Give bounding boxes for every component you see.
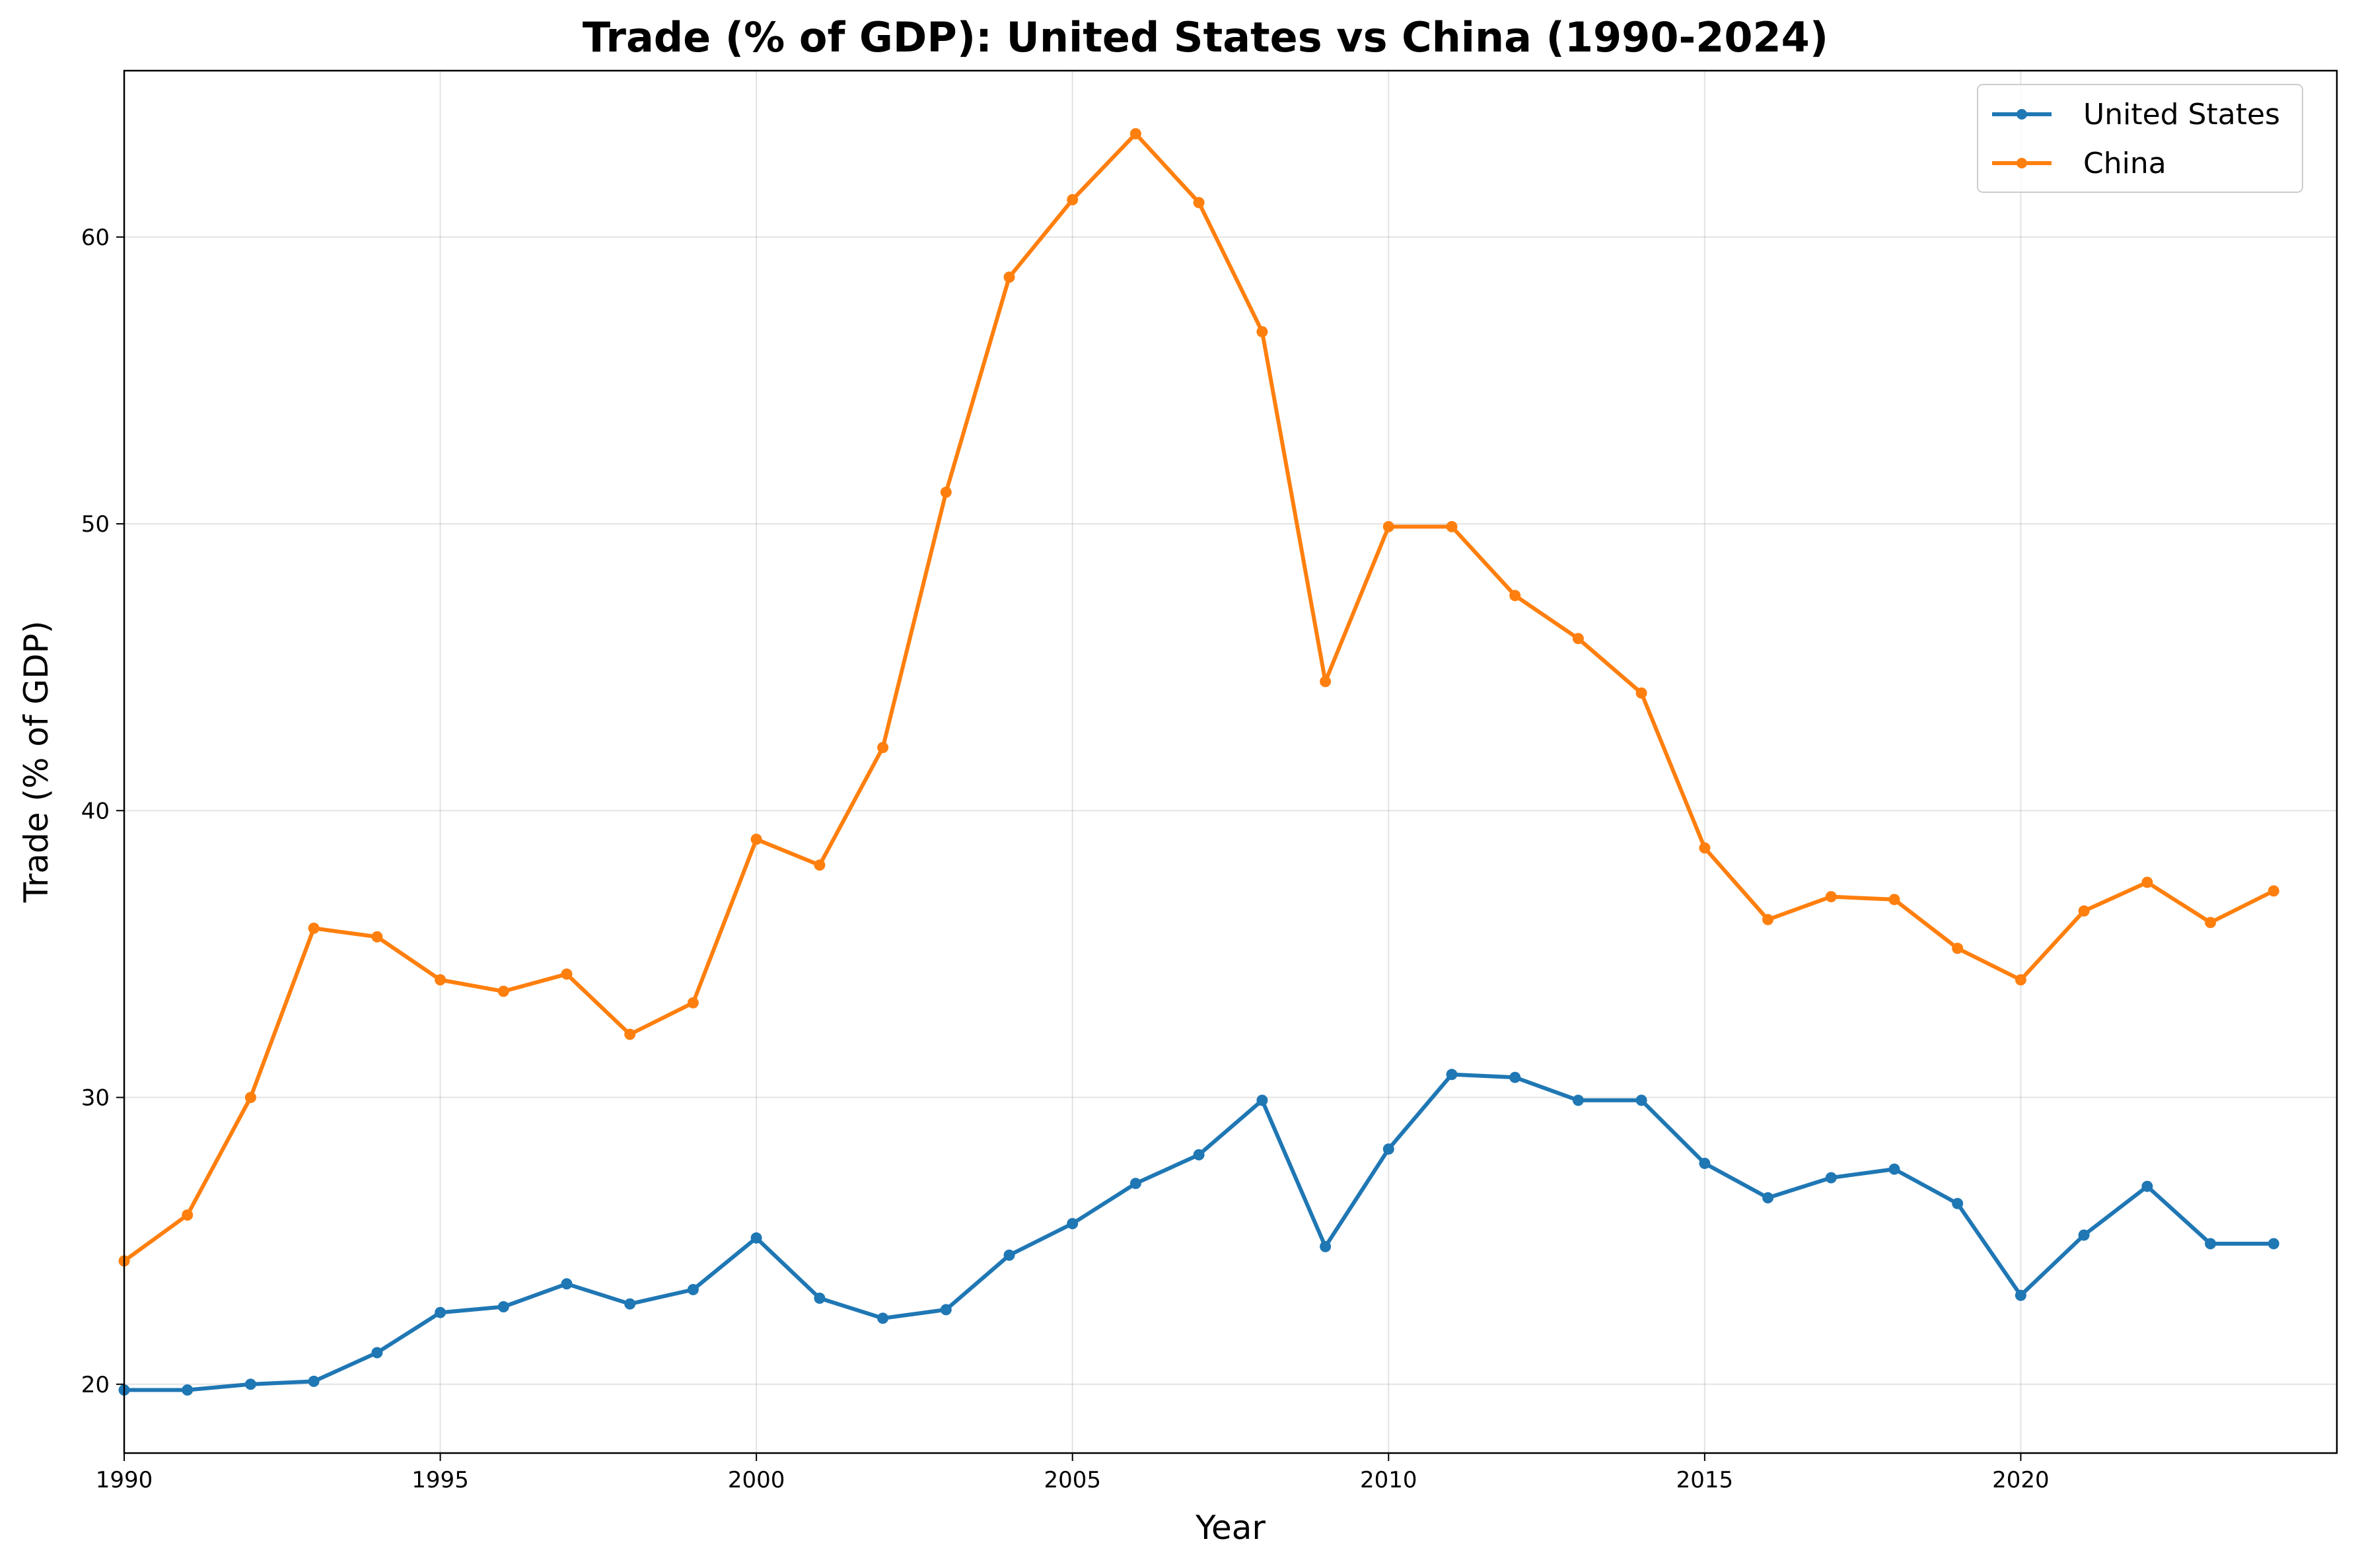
data-point-china [2015, 974, 2026, 985]
x-tick-label: 2005 [1044, 1467, 1101, 1493]
data-point-china [1888, 894, 1900, 906]
data-point-united-states [371, 1347, 383, 1359]
data-point-united-states [2078, 1229, 2090, 1241]
legend-marker-united-states [2017, 109, 2027, 120]
data-point-china [1382, 520, 1394, 532]
data-point-united-states [1825, 1172, 1837, 1184]
y-axis-label: Trade (% of GDP) [17, 621, 55, 904]
data-point-china [877, 742, 889, 754]
x-tick-label: 2015 [1676, 1467, 1734, 1493]
data-point-china [1635, 687, 1647, 699]
x-tick-label: 2000 [728, 1467, 785, 1493]
y-tick-label: 20 [81, 1372, 110, 1398]
data-point-china [182, 1209, 194, 1221]
data-point-united-states [1067, 1218, 1079, 1230]
data-point-united-states [1382, 1143, 1394, 1155]
data-point-china [624, 1028, 636, 1040]
data-point-united-states [1952, 1197, 1964, 1209]
legend-label-united-states: United States [2083, 98, 2280, 131]
data-point-united-states [2015, 1289, 2026, 1301]
data-point-china [1762, 913, 1774, 925]
data-point-china [1320, 676, 1332, 688]
data-point-united-states [2141, 1180, 2153, 1192]
data-point-united-states [1509, 1071, 1521, 1083]
y-tick-label: 30 [81, 1085, 110, 1112]
data-point-united-states [687, 1284, 699, 1295]
data-point-china [1256, 326, 1268, 338]
legend-box [1977, 84, 2303, 193]
data-point-united-states [877, 1312, 889, 1324]
data-point-united-states [1446, 1069, 1458, 1081]
legend-marker-china [2017, 158, 2027, 168]
data-point-china [1193, 197, 1205, 209]
data-point-united-states [308, 1375, 320, 1387]
data-point-united-states [940, 1304, 952, 1316]
data-point-united-states [1572, 1094, 1584, 1106]
data-point-china [750, 834, 762, 845]
data-point-china [687, 997, 699, 1009]
data-point-united-states [244, 1378, 256, 1390]
data-point-united-states [814, 1293, 826, 1304]
data-point-united-states [1888, 1163, 1900, 1175]
data-point-china [1825, 891, 1837, 903]
series-layer [118, 128, 2279, 1396]
data-point-united-states [2268, 1238, 2279, 1250]
data-point-china [244, 1092, 256, 1104]
series-china [118, 128, 2279, 1267]
data-point-china [2268, 885, 2279, 897]
legend: United States China [1977, 84, 2303, 193]
data-point-united-states [1256, 1094, 1268, 1106]
grid [124, 71, 2337, 1453]
data-point-united-states [182, 1384, 194, 1396]
data-point-united-states [497, 1301, 509, 1312]
x-axis-label: Year [1195, 1509, 1266, 1547]
data-point-united-states [1699, 1157, 1711, 1169]
data-point-united-states [1129, 1178, 1141, 1190]
x-tick-label: 2010 [1360, 1467, 1417, 1493]
plot-frame [123, 69, 2338, 1454]
data-point-china [940, 486, 952, 498]
data-point-china [814, 859, 826, 871]
data-point-china [1952, 943, 1964, 954]
data-point-china [497, 985, 509, 997]
y-tick-label: 50 [81, 511, 110, 538]
data-point-united-states [561, 1278, 573, 1290]
data-point-china [308, 922, 320, 934]
data-point-china [1572, 633, 1584, 645]
y-tick-label: 60 [81, 225, 110, 251]
data-point-united-states [750, 1232, 762, 1244]
x-tick-label: 2020 [1992, 1467, 2050, 1493]
y-tick-label: 40 [81, 798, 110, 824]
data-point-china [1699, 842, 1711, 854]
data-point-china [2205, 917, 2217, 929]
data-point-china [1446, 520, 1458, 532]
data-point-china [435, 974, 447, 985]
series-united-states [118, 1069, 2279, 1396]
data-point-united-states [1635, 1094, 1647, 1106]
data-point-china [561, 968, 573, 980]
data-point-china [2078, 905, 2090, 917]
data-point-china [2141, 876, 2153, 888]
data-point-united-states [2205, 1238, 2217, 1250]
x-tick-label: 1990 [96, 1467, 153, 1493]
data-point-united-states [624, 1298, 636, 1310]
data-point-united-states [1762, 1192, 1774, 1203]
data-point-united-states [1320, 1240, 1332, 1252]
data-point-united-states [435, 1306, 447, 1318]
chart-title: Trade (% of GDP): United States vs China… [583, 13, 1828, 61]
data-point-china [1129, 128, 1141, 139]
data-point-united-states [1003, 1249, 1015, 1261]
data-point-china [1003, 271, 1015, 283]
legend-label-china: China [2083, 147, 2166, 180]
data-point-china [1067, 194, 1079, 205]
data-point-china [1509, 590, 1521, 602]
data-point-china [371, 931, 383, 943]
data-point-united-states [1193, 1149, 1205, 1160]
x-tick-label: 1995 [411, 1467, 469, 1493]
